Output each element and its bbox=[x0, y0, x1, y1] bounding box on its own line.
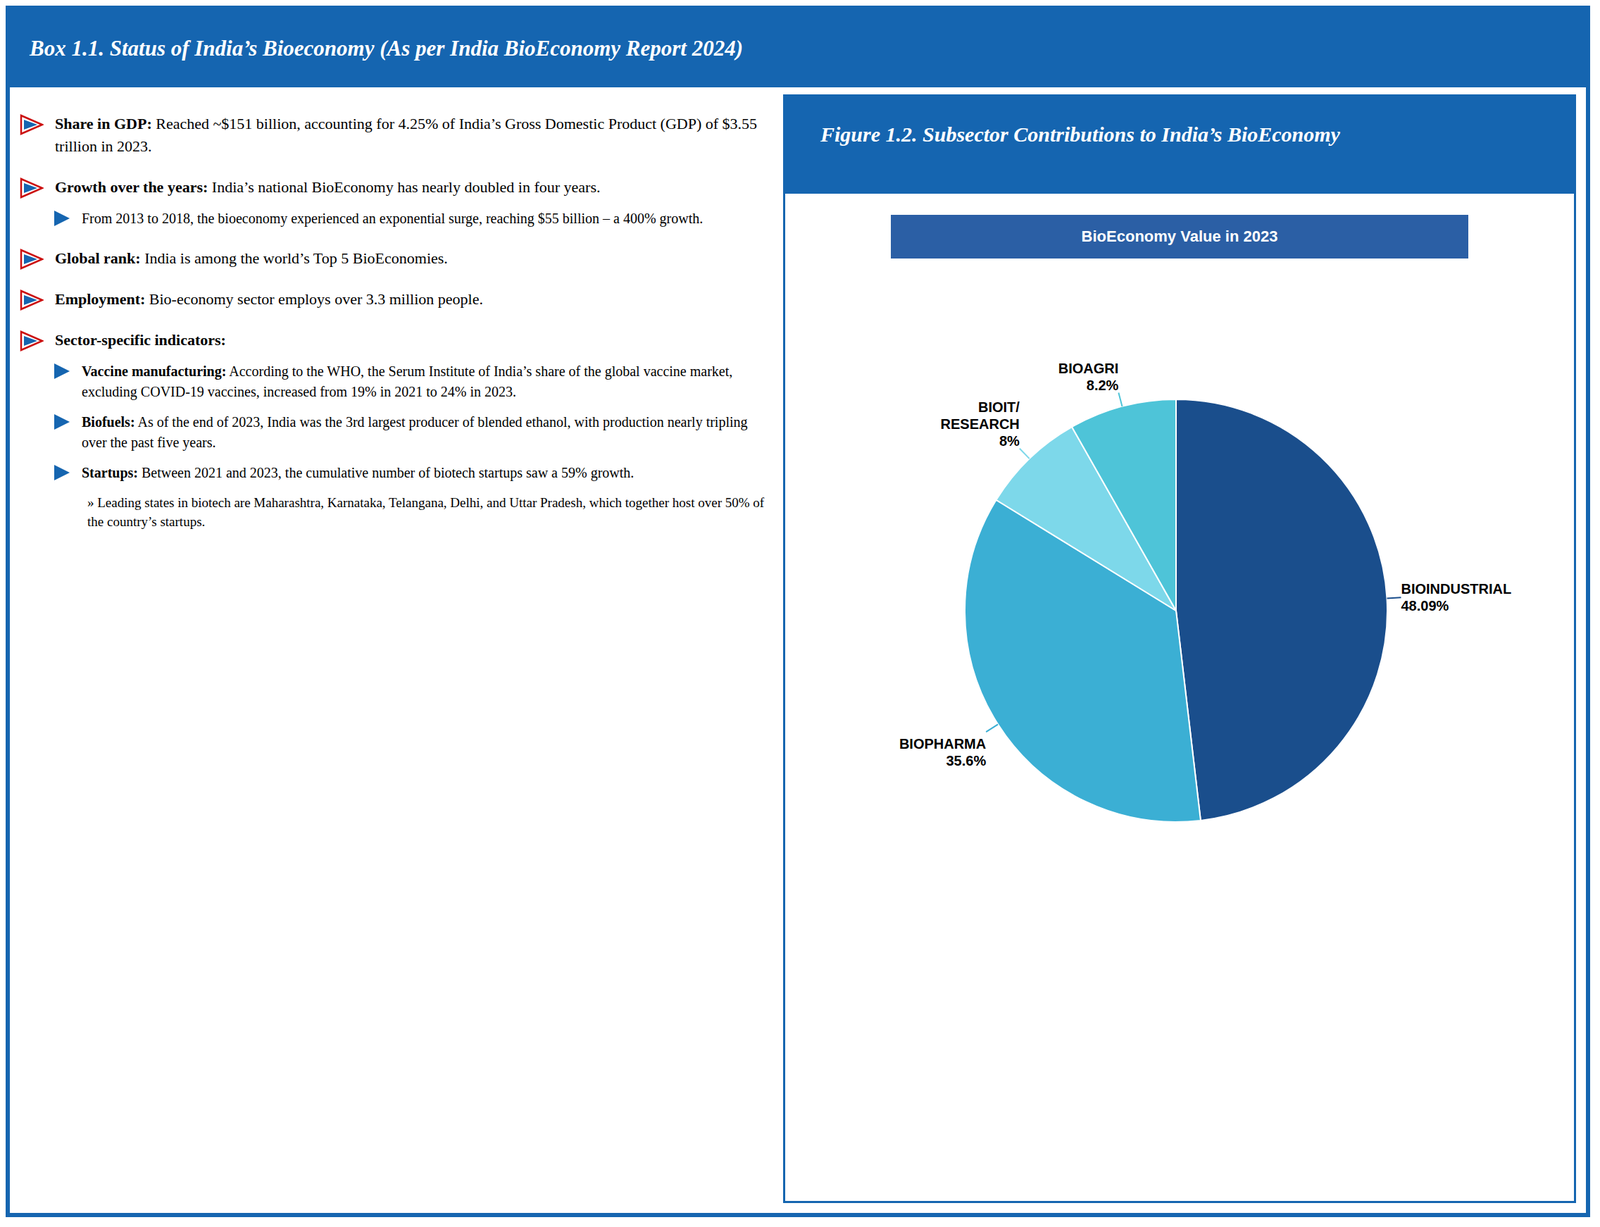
html-text:Growth over the years: India’s: Growth over the years: India’s national … bbox=[54, 178, 601, 196]
html-text:Employment: Bio-economy sector: Employment: Bio-economy sector employs o… bbox=[54, 290, 484, 308]
html-text:Global rank: India is among th: Global rank: India is among the world’s … bbox=[54, 249, 448, 267]
svg-text:BIOPHARMA35.6%: BIOPHARMA35.6% bbox=[899, 735, 987, 769]
html-text:From 2013 to 2018, the bioecon: From 2013 to 2018, the bioeconomy experi… bbox=[81, 210, 703, 226]
html-text:Vaccine manufacturing: Accordi: Vaccine manufacturing: According to the … bbox=[81, 363, 733, 400]
html-text:» Leading states in biotech ar: » Leading states in biotech are Maharash… bbox=[87, 494, 765, 530]
html-text:Figure 1.2. Subsector Contribu: Figure 1.2. Subsector Contributions to I… bbox=[820, 122, 1341, 146]
html-text:Biofuels: As of the end of 202: Biofuels: As of the end of 2023, India w… bbox=[81, 413, 748, 450]
html-text:BioEconomy Value in 2023: BioEconomy Value in 2023 bbox=[1081, 227, 1278, 246]
html-text:Box 1.1. Status of India’s Bio: Box 1.1. Status of India’s Bioeconomy (A… bbox=[29, 35, 743, 61]
svg-text:BIOINDUSTRIAL48.09%: BIOINDUSTRIAL48.09% bbox=[1400, 580, 1512, 614]
html-text:Share in GDP: Reached ~$151 bi: Share in GDP: Reached ~$151 billion, acc… bbox=[54, 114, 758, 155]
html-text:Sector-specific indicators:: Sector-specific indicators: bbox=[54, 330, 227, 349]
svg-text:BIOAGRI8.2%: BIOAGRI8.2% bbox=[1058, 360, 1120, 393]
html-text:Startups: Between 2021 and 202: Startups: Between 2021 and 2023, the cum… bbox=[81, 464, 635, 481]
svg-text:BIOIT/RESEARCH8%: BIOIT/RESEARCH8% bbox=[940, 399, 1021, 449]
